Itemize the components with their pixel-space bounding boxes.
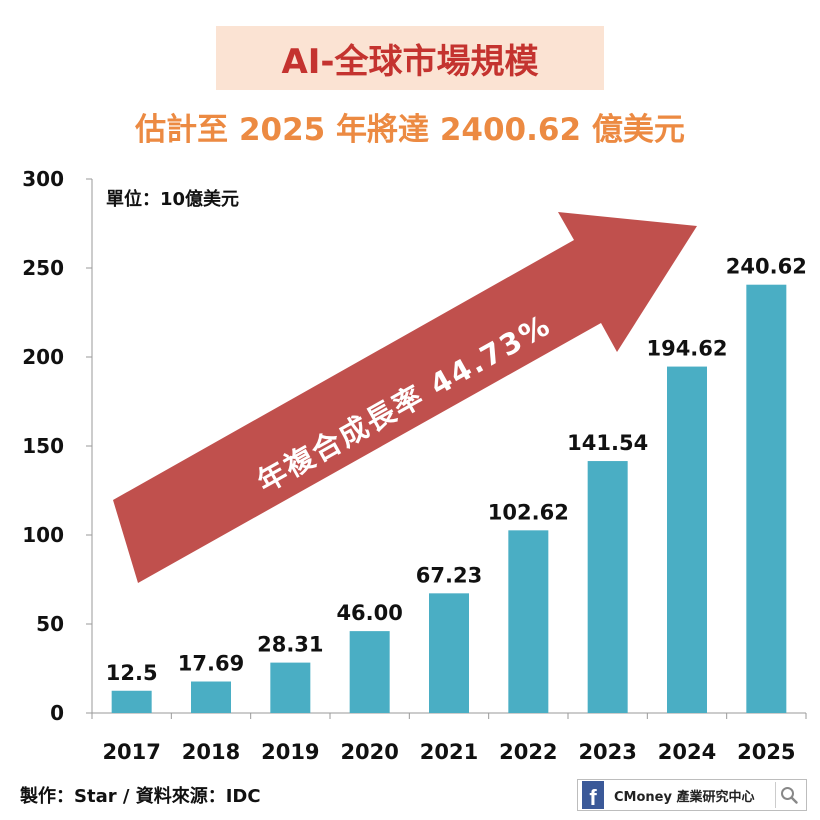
x-tick-label: 2018 xyxy=(182,740,240,764)
data-label: 17.69 xyxy=(178,652,244,676)
x-tick-label: 2020 xyxy=(340,740,398,764)
data-label: 67.23 xyxy=(416,563,482,587)
bar xyxy=(746,284,787,713)
bar xyxy=(587,461,628,713)
x-tick-label: 2022 xyxy=(499,740,557,764)
data-label: 46.00 xyxy=(336,601,402,625)
y-tick-label: 150 xyxy=(22,434,64,458)
data-label: 12.5 xyxy=(106,661,158,685)
data-label: 28.31 xyxy=(257,633,323,657)
x-tick-label: 2017 xyxy=(102,740,160,764)
x-tick-label: 2024 xyxy=(658,740,716,764)
chart-subtitle: 估計至 2025 年將達 2400.62 億美元 xyxy=(135,112,685,148)
brand-badge[interactable]: f CMoney 產業研究中心 xyxy=(577,779,807,811)
chart-title: AI-全球市場規模 xyxy=(281,41,539,82)
y-tick-label: 100 xyxy=(22,523,64,547)
title-box: AI-全球市場規模 xyxy=(216,26,604,90)
bar xyxy=(429,593,469,713)
data-label: 141.54 xyxy=(567,431,648,455)
brand-name: CMoney 產業研究中心 xyxy=(614,789,755,805)
data-label: 240.62 xyxy=(726,255,807,279)
facebook-icon[interactable]: f xyxy=(582,781,604,809)
data-label: 194.62 xyxy=(646,337,727,361)
y-tick-label: 200 xyxy=(22,345,64,369)
y-tick-label: 50 xyxy=(36,612,64,636)
search-icon[interactable] xyxy=(775,782,802,808)
unit-label: 單位：10億美元 xyxy=(106,189,240,210)
x-tick-label: 2019 xyxy=(261,740,319,764)
bar xyxy=(667,366,707,713)
x-tick-label: 2025 xyxy=(737,740,795,764)
bar xyxy=(111,690,152,713)
x-tick-label: 2023 xyxy=(578,740,636,764)
bar xyxy=(270,662,311,713)
y-tick-label: 300 xyxy=(22,167,64,191)
y-tick-label: 250 xyxy=(22,256,64,280)
y-tick-label: 0 xyxy=(50,701,64,725)
data-label: 102.62 xyxy=(488,500,569,524)
bar-chart: 年複合成長率 44.73%05010015020025030012.520171… xyxy=(22,167,807,764)
bar xyxy=(349,631,390,713)
bar xyxy=(191,681,231,713)
growth-arrow xyxy=(113,212,697,583)
bar xyxy=(508,530,549,713)
source-note: 製作：Star / 資料來源：IDC xyxy=(20,786,261,807)
x-tick-label: 2021 xyxy=(420,740,478,764)
